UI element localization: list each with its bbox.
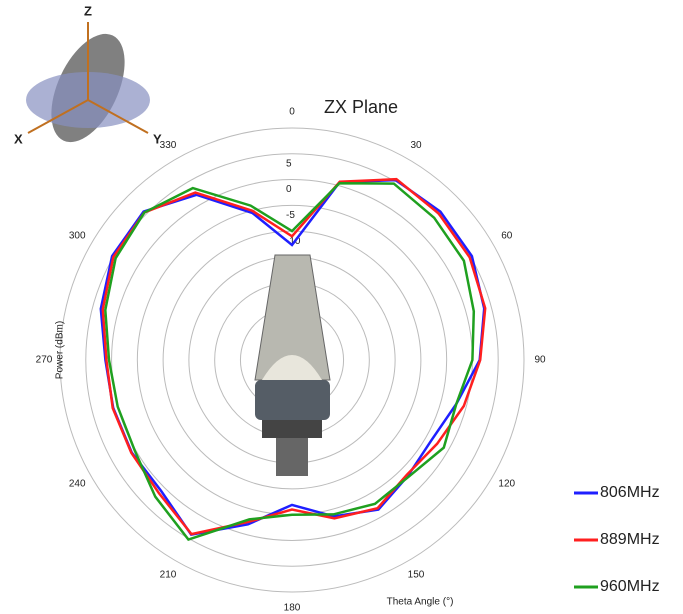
theta-tick-label: 30 — [410, 140, 422, 151]
theta-tick-label: 330 — [160, 140, 177, 151]
legend-label: 960MHz — [600, 578, 660, 595]
theta-tick-label: 240 — [69, 479, 86, 490]
legend-label: 806MHz — [600, 484, 660, 501]
series-line — [104, 181, 476, 541]
series-line — [99, 178, 486, 536]
r-tick-label: 5 — [286, 158, 292, 169]
svg-text:Y: Y — [153, 131, 162, 146]
theta-tick-label: 150 — [408, 569, 425, 580]
chart-title: ZX Plane — [324, 97, 398, 117]
legend-label: 889MHz — [600, 531, 660, 548]
theta-tick-label: 180 — [284, 603, 301, 614]
r-tick-label: -5 — [286, 210, 295, 221]
grid-ring — [85, 153, 499, 567]
theta-tick-label: 210 — [160, 569, 177, 580]
axes-icon: Z X Y — [14, 3, 162, 146]
r-tick-label: 0 — [286, 184, 292, 195]
theta-tick-label: 0 — [289, 107, 295, 118]
r-axis-label: Power (dBm) — [55, 321, 66, 379]
theta-tick-label: 270 — [36, 355, 53, 366]
series-line — [101, 177, 487, 536]
antenna-image — [254, 254, 331, 476]
grid-ring — [59, 127, 525, 593]
theta-tick-label: 90 — [534, 355, 546, 366]
theta-tick-label: 300 — [69, 231, 86, 242]
theta-tick-label: 60 — [501, 231, 513, 242]
theta-tick-label: 120 — [498, 479, 515, 490]
theta-axis-label: Theta Angle (°) — [387, 597, 454, 608]
svg-text:X: X — [14, 131, 23, 146]
svg-text:Z: Z — [84, 3, 92, 18]
